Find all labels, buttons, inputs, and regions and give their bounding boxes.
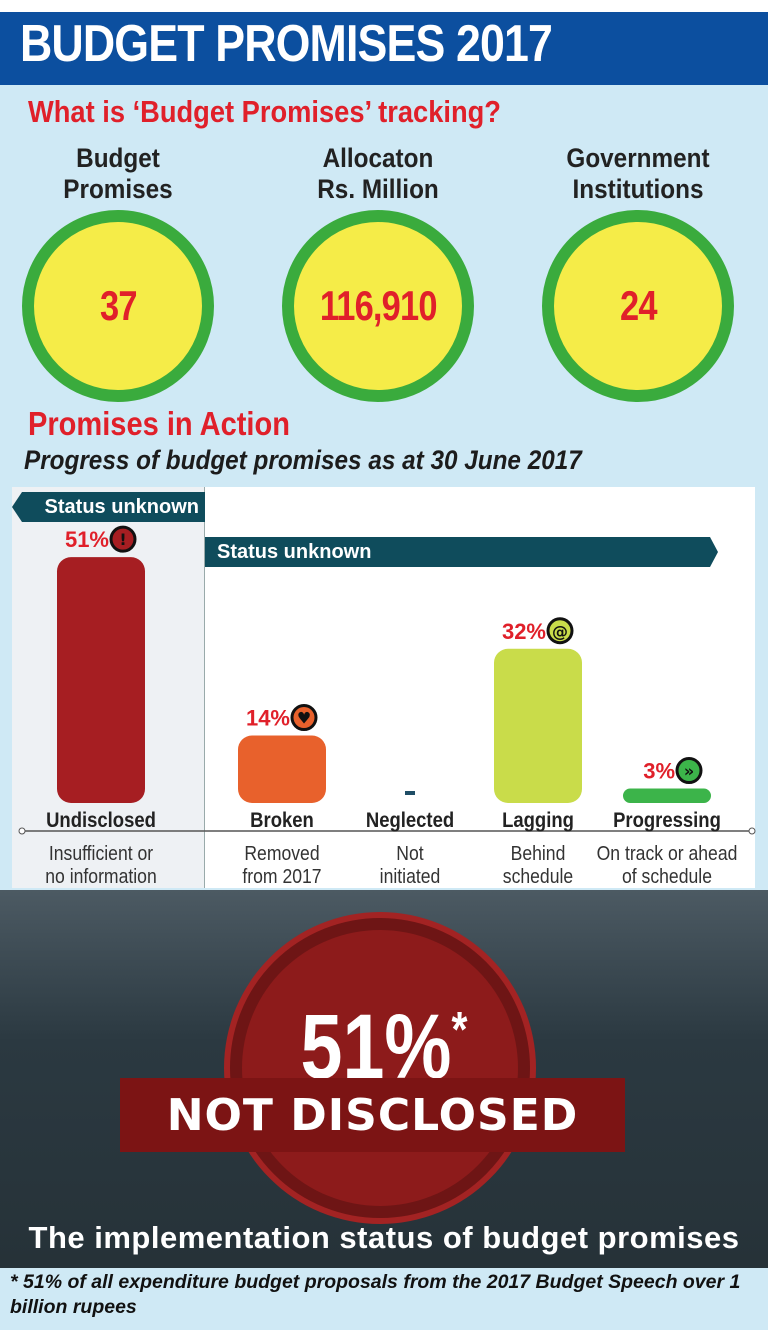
bar-value-label: 32% bbox=[502, 619, 546, 644]
category-description: of schedule bbox=[622, 865, 712, 887]
stat-label-line: Institutions bbox=[572, 174, 704, 204]
stat-circle-promises: 37 bbox=[22, 210, 214, 402]
status-unknown-banner-left: Status unknown bbox=[12, 492, 205, 522]
fast-forward-icon bbox=[675, 757, 703, 785]
category-description: Behind bbox=[511, 842, 566, 864]
stat-label-line: Rs. Million bbox=[317, 174, 439, 204]
bar-lagging bbox=[494, 648, 582, 803]
bar-broken bbox=[238, 735, 326, 803]
stat-value: 37 bbox=[99, 282, 137, 329]
stat-circle-institutions: 24 bbox=[542, 210, 734, 402]
fast-forward-icon-glyph: » bbox=[684, 762, 694, 781]
broken-heart-icon bbox=[290, 704, 318, 732]
broken-heart-icon-glyph: ♥ bbox=[297, 709, 311, 728]
axis-end-dot bbox=[18, 827, 26, 835]
stat-circle-allocation: 116,910 bbox=[282, 210, 474, 402]
category-description: On track or ahead bbox=[597, 842, 738, 864]
not-disclosed-label: NOT DISCLOSED bbox=[166, 1089, 579, 1141]
stat-label-allocation: Allocaton Rs. Million bbox=[270, 143, 486, 205]
category-label: Lagging bbox=[502, 809, 574, 832]
category-description: initiated bbox=[380, 865, 441, 887]
category-label: Neglected bbox=[366, 809, 454, 832]
bar-value-label: 14% bbox=[246, 706, 290, 731]
stat-label-promises: Budget Promises bbox=[10, 143, 226, 205]
not-disclosed-ribbon: NOT DISCLOSED bbox=[120, 1078, 625, 1152]
category-description: no information bbox=[45, 865, 156, 887]
highlight-caption: The implementation status of budget prom… bbox=[28, 1220, 740, 1255]
stat-value: 116,910 bbox=[319, 282, 438, 329]
top-strip bbox=[0, 0, 768, 12]
category-description: from 2017 bbox=[242, 865, 321, 887]
stat-value: 24 bbox=[619, 282, 657, 329]
footnote-mark: * bbox=[451, 1001, 468, 1058]
snail-icon-glyph: @ bbox=[552, 622, 568, 641]
bar-value-label: 51% bbox=[65, 527, 109, 552]
category-label: Broken bbox=[250, 809, 314, 832]
snail-icon bbox=[546, 617, 574, 645]
tracking-heading: What is ‘Budget Promises’ tracking? bbox=[28, 94, 501, 129]
bar-progressing bbox=[623, 788, 711, 803]
stat-label-institutions: Government Institutions bbox=[530, 143, 746, 205]
stat-label-line: Government bbox=[566, 143, 710, 173]
category-description: Insufficient or bbox=[49, 842, 153, 864]
category-description: Removed bbox=[244, 842, 319, 864]
footnote-area bbox=[0, 1268, 768, 1330]
action-heading: Promises in Action bbox=[28, 405, 290, 442]
category-description: Not bbox=[396, 842, 424, 864]
stat-label-line: Promises bbox=[63, 174, 173, 204]
exclamation-icon-glyph: ! bbox=[119, 530, 126, 549]
stat-label-line: Allocaton bbox=[322, 143, 434, 173]
bar-value-label: 3% bbox=[643, 759, 675, 784]
category-label: Progressing bbox=[613, 809, 721, 832]
axis-end-dot bbox=[748, 827, 756, 835]
stat-label-line: Budget bbox=[76, 143, 160, 173]
status-unknown-banner-right: Status unknown bbox=[205, 537, 718, 567]
footnote: * 51% of all expenditure budget proposal… bbox=[10, 1271, 741, 1318]
bar-neglected bbox=[405, 791, 415, 795]
category-description: schedule bbox=[503, 865, 573, 887]
header bbox=[0, 12, 768, 85]
category-label: Undisclosed bbox=[46, 809, 156, 832]
action-subheading: Progress of budget promises as at 30 Jun… bbox=[24, 445, 582, 475]
bar-undisclosed bbox=[57, 557, 145, 803]
page-title: BUDGET PROMISES 2017 bbox=[20, 15, 553, 73]
exclamation-icon bbox=[109, 525, 137, 553]
